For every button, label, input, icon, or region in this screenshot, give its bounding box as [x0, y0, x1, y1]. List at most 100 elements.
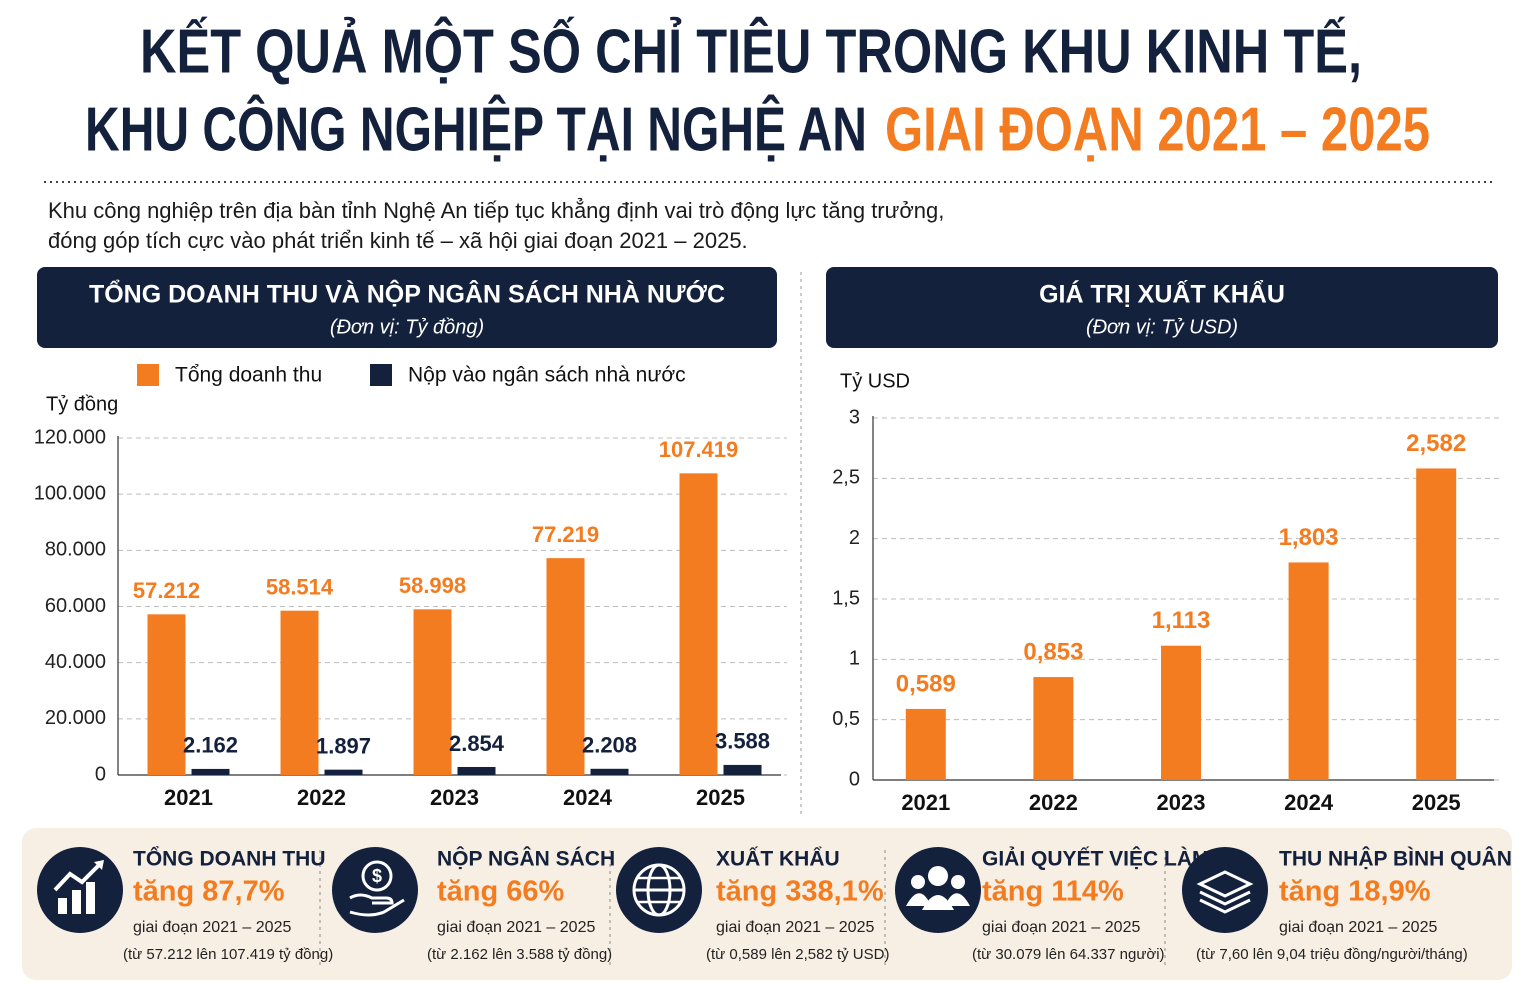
value-label: 2.162 [183, 733, 238, 758]
stat-dividers [319, 850, 1166, 965]
intro-text: đóng góp tích cực vào phát triển kinh tế… [48, 228, 748, 253]
bar [546, 558, 585, 775]
intro-text: Khu công nghiệp trên địa bàn tỉnh Nghệ A… [48, 198, 944, 223]
value-label: 0,589 [896, 670, 956, 697]
value-label: 1.897 [316, 733, 371, 758]
stat-detail: (từ 30.079 lên 64.337 người) [972, 946, 1165, 963]
y-tick-label: 80.000 [45, 539, 106, 561]
bar [590, 768, 629, 775]
stat-title: THU NHẬP BÌNH QUÂN [1279, 847, 1512, 871]
y-tick-label: 0 [95, 763, 106, 785]
chart-title: TỔNG DOANH THU VÀ NỘP NGÂN SÁCH NHÀ NƯỚC [89, 279, 725, 309]
icon-jobs [895, 847, 981, 933]
value-label: 107.419 [659, 437, 739, 462]
icon-income [1182, 847, 1268, 933]
bar [191, 768, 230, 775]
legend-label: Tổng doanh thu [175, 364, 322, 387]
stat-title: NỘP NGÂN SÁCH [437, 847, 615, 871]
title-line: KHU CÔNG NGHIỆP TẠI NGHỆ AN [85, 95, 867, 164]
x-tick-label: 2022 [297, 785, 346, 810]
value-label: 58.514 [266, 574, 334, 599]
x-tick-label: 2025 [1412, 790, 1461, 815]
y-tick-label: 120.000 [34, 426, 106, 448]
legend-swatch [137, 364, 159, 386]
x-tick-label: 2021 [164, 785, 213, 810]
stat-period: giai đoạn 2021 – 2025 [1279, 919, 1437, 936]
stat-value: tăng 114% [982, 876, 1124, 908]
bar [457, 766, 496, 775]
stat-detail: (từ 57.212 lên 107.419 tỷ đồng) [123, 946, 333, 963]
stat-value: tăng 66% [437, 876, 565, 908]
y-tick-label: 40.000 [45, 651, 106, 673]
stat-period: giai đoạn 2021 – 2025 [437, 919, 595, 936]
value-label: 2.208 [582, 733, 637, 758]
stat-detail: (từ 7,60 lên 9,04 triệu đồng/người/tháng… [1196, 946, 1468, 963]
value-label: 1,113 [1152, 607, 1211, 634]
bar [723, 764, 762, 775]
x-tick-label: 2024 [563, 785, 613, 810]
x-tick-label: 2025 [696, 785, 745, 810]
y-tick-label: 2,5 [832, 467, 860, 489]
value-label: 77.219 [532, 522, 599, 547]
y-axis-label: Tỷ đồng [46, 393, 118, 415]
y-tick-label: 60.000 [45, 595, 106, 617]
value-label: 1,803 [1279, 524, 1339, 551]
stat-value: tăng 87,7% [133, 876, 285, 908]
y-tick-label: 3 [849, 406, 860, 428]
y-axis-label: Tỷ USD [840, 370, 910, 392]
stat-title: GIẢI QUYẾT VIỆC LÀM [982, 847, 1210, 871]
x-tick-label: 2024 [1284, 790, 1334, 815]
stat-title: TỔNG DOANH THU [133, 847, 326, 871]
y-tick-label: 0 [849, 768, 860, 790]
y-tick-label: 2 [849, 527, 860, 549]
legend-label: Nộp vào ngân sách nhà nước [408, 364, 686, 387]
value-label: 2.854 [449, 731, 505, 756]
chart-header [826, 267, 1498, 348]
bar [147, 614, 186, 775]
stat-detail: (từ 0,589 lên 2,582 tỷ USD) [706, 946, 889, 963]
stat-period: giai đoạn 2021 – 2025 [716, 919, 874, 936]
value-label: 57.212 [133, 578, 200, 603]
chart-title: GIÁ TRỊ XUẤT KHẨU [1039, 280, 1285, 309]
x-tick-label: 2023 [1157, 790, 1206, 815]
stat-value: tăng 338,1% [716, 876, 884, 908]
stat-period: giai đoạn 2021 – 2025 [133, 919, 291, 936]
y-tick-label: 100.000 [34, 482, 106, 504]
y-tick-label: 1,5 [832, 587, 860, 609]
bar [905, 708, 946, 780]
value-label: 2,582 [1406, 430, 1466, 457]
bar [1288, 562, 1329, 780]
bar [1416, 468, 1457, 780]
stats: TỔNG DOANH THU tăng 87,7% giai đoạn 2021 –… [123, 847, 1512, 963]
x-tick-label: 2023 [430, 785, 479, 810]
title-line: KẾT QUẢ MỘT SỐ CHỈ TIÊU TRONG KHU KINH T… [140, 17, 1362, 86]
bar [1033, 677, 1074, 780]
y-tick-label: 1 [849, 648, 860, 670]
y-tick-label: 20.000 [45, 707, 106, 729]
icon-budget: $ [332, 847, 418, 933]
value-label: 3.588 [715, 729, 770, 754]
stat-title: XUẤT KHẨU [716, 848, 840, 871]
chart-header [37, 267, 777, 348]
bar [1161, 645, 1201, 780]
stat-detail: (từ 2.162 lên 3.588 tỷ đồng) [427, 946, 612, 963]
title-highlight: GIAI ĐOẠN 2021 – 2025 [885, 95, 1430, 164]
y-tick-label: 0,5 [832, 708, 860, 730]
stat-value: tăng 18,9% [1279, 876, 1431, 908]
value-label: 0,853 [1023, 638, 1083, 665]
icon-revenue [37, 847, 123, 933]
bar [413, 609, 452, 775]
chart-subtitle: (Đơn vị: Tỷ đồng) [330, 316, 484, 338]
chart-subtitle: (Đơn vị: Tỷ USD) [1086, 316, 1238, 338]
svg-text:$: $ [372, 866, 382, 886]
legend-swatch [370, 364, 392, 386]
x-tick-label: 2021 [901, 790, 950, 815]
icon-export [616, 847, 702, 933]
value-label: 58.998 [399, 573, 466, 598]
stat-period: giai đoạn 2021 – 2025 [982, 919, 1140, 936]
bar [324, 769, 363, 775]
bar [679, 473, 718, 775]
x-tick-label: 2022 [1029, 790, 1078, 815]
